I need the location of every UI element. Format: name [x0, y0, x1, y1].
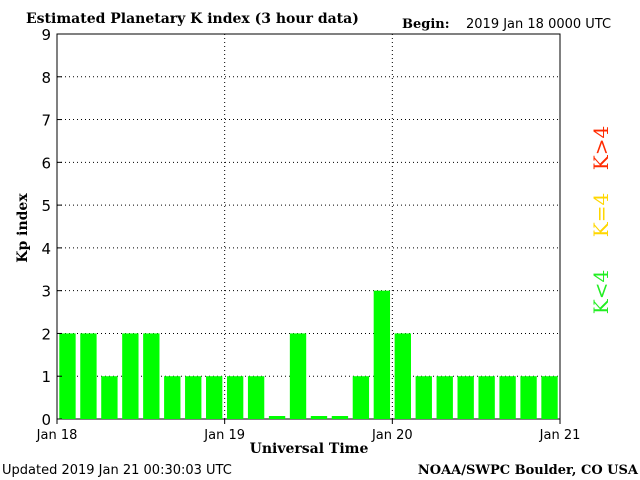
kp-bar — [268, 416, 286, 419]
kp-bar — [101, 376, 118, 419]
kp-bar — [164, 376, 181, 419]
bars-group — [59, 290, 558, 419]
x-tick-label: Jan 18 — [36, 428, 78, 443]
legend-k-equals-4: K=4 — [589, 193, 613, 237]
kp-bar — [80, 333, 97, 419]
kp-bar — [373, 290, 391, 419]
begin-value: 2019 Jan 18 0000 UTC — [466, 17, 611, 32]
x-tick-label: Jan 20 — [371, 428, 413, 443]
kp-bar — [59, 333, 76, 419]
kp-bar — [310, 416, 328, 419]
y-tick-label: 4 — [41, 240, 51, 258]
kp-bar — [352, 376, 370, 419]
y-tick-label: 9 — [41, 26, 51, 44]
x-tick-label: Jan 19 — [203, 428, 245, 443]
y-axis-ticks: 0 1 2 3 4 5 6 7 8 9 — [41, 26, 62, 429]
kp-bar — [289, 333, 307, 419]
kp-bar — [499, 376, 516, 419]
kp-bar — [247, 376, 265, 419]
kp-bar — [226, 376, 244, 419]
source-credit: NOAA/SWPC Boulder, CO USA — [418, 463, 639, 478]
kp-bar — [394, 333, 411, 419]
kp-bar — [541, 376, 558, 419]
kp-bar — [185, 376, 202, 419]
kp-bar — [520, 376, 537, 419]
chart-title: Estimated Planetary K index (3 hour data… — [26, 11, 359, 27]
y-tick-label: 6 — [41, 154, 51, 172]
grid-lines — [57, 34, 560, 419]
y-axis-label: Kp index — [15, 193, 31, 263]
updated-timestamp: Updated 2019 Jan 21 00:30:03 UTC — [2, 463, 232, 478]
y-tick-label: 8 — [41, 69, 51, 87]
kp-bar — [122, 333, 139, 419]
begin-label: Begin: — [402, 17, 450, 32]
kp-bar — [143, 333, 160, 419]
y-tick-label: 7 — [41, 112, 51, 130]
legend-k-greater-4: K>4 — [589, 126, 613, 170]
x-axis-ticks: Jan 18 Jan 19 Jan 20 Jan 21 — [36, 419, 581, 443]
y-tick-label: 5 — [41, 197, 51, 215]
kp-bar — [331, 416, 349, 419]
y-tick-label: 1 — [41, 368, 51, 386]
y-tick-label: 2 — [41, 325, 51, 343]
kp-bar — [436, 376, 453, 419]
kp-bar — [415, 376, 432, 419]
kp-bar — [478, 376, 495, 419]
x-axis-label: Universal Time — [250, 441, 369, 457]
plot-frame — [56, 33, 561, 420]
y-tick-label: 0 — [41, 411, 51, 429]
kp-bar — [457, 376, 474, 419]
kp-bar — [206, 376, 223, 419]
x-tick-label: Jan 21 — [539, 428, 581, 443]
y-tick-label: 3 — [41, 283, 51, 301]
legend-k-less-4: K<4 — [589, 270, 613, 314]
